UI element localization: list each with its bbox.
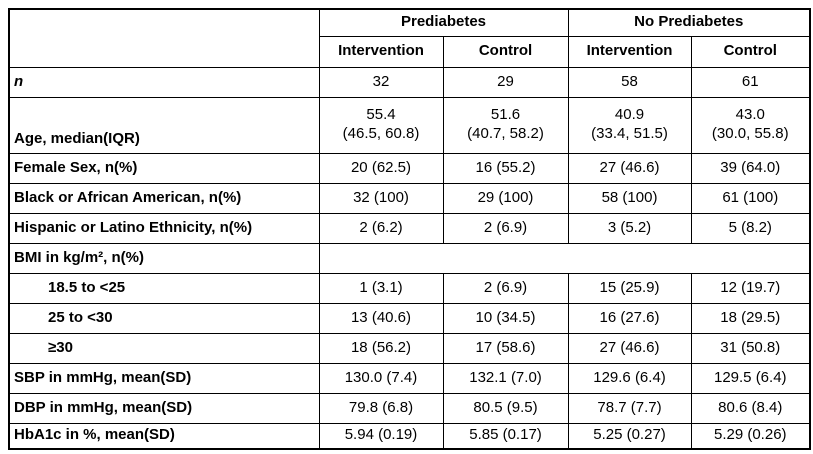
data-cell: 32 (100) <box>318 182 444 214</box>
data-cell: 5.94 (0.19) <box>318 422 444 450</box>
data-cell: 5.85 (0.17) <box>442 422 569 450</box>
data-cell: 17 (58.6) <box>442 332 569 364</box>
sub-header-row: Intervention Control Intervention Contro… <box>9 35 811 68</box>
data-cell: 2 (6.2) <box>318 212 444 244</box>
row-label: Black or African American, n(%) <box>8 182 320 214</box>
data-cell: 5.25 (0.27) <box>567 422 692 450</box>
data-cell: 15 (25.9) <box>567 272 692 304</box>
data-cell: 1 (3.1) <box>318 272 444 304</box>
data-cell: 61 <box>690 66 811 98</box>
data-cell: 29 (100) <box>442 182 569 214</box>
empty-merged-cell <box>318 242 811 274</box>
data-cell: 13 (40.6) <box>318 302 444 334</box>
table-row-sbp: SBP in mmHg, mean(SD) 130.0 (7.4) 132.1 … <box>8 362 811 394</box>
data-cell: 129.5 (6.4) <box>690 362 811 394</box>
corner-cell <box>8 8 320 68</box>
sub-header-control-2: Control <box>690 35 811 68</box>
data-cell: 129.6 (6.4) <box>567 362 692 394</box>
row-label: ≥30 <box>8 332 320 364</box>
data-cell: 32 <box>318 66 444 98</box>
group-header-no-prediabetes: No Prediabetes <box>567 8 811 37</box>
data-cell: 27 (46.6) <box>567 152 692 184</box>
data-cell: 18 (56.2) <box>318 332 444 364</box>
data-cell: 132.1 (7.0) <box>442 362 569 394</box>
table-row-bmi-section: BMI in kg/m², n(%) <box>8 242 811 274</box>
sub-header-control-1: Control <box>442 35 569 68</box>
table-row-bmi-30-plus: ≥30 18 (56.2) 17 (58.6) 27 (46.6) 31 (50… <box>8 332 811 364</box>
table-row-hispanic-or-latino: Hispanic or Latino Ethnicity, n(%) 2 (6.… <box>8 212 811 244</box>
row-label: 25 to <30 <box>8 302 320 334</box>
data-cell: 16 (27.6) <box>567 302 692 334</box>
data-cell: 78.7 (7.7) <box>567 392 692 424</box>
data-cell: 55.4 (46.5, 60.8) <box>318 96 444 154</box>
group-header-prediabetes: Prediabetes <box>318 8 569 37</box>
row-label: DBP in mmHg, mean(SD) <box>8 392 320 424</box>
row-label: Hispanic or Latino Ethnicity, n(%) <box>8 212 320 244</box>
table-row-hba1c: HbA1c in %, mean(SD) 5.94 (0.19) 5.85 (0… <box>8 422 811 450</box>
data-cell: 80.5 (9.5) <box>442 392 569 424</box>
data-cell: 58 (100) <box>567 182 692 214</box>
sub-header-intervention-1: Intervention <box>318 35 444 68</box>
data-cell: 80.6 (8.4) <box>690 392 811 424</box>
table-row-female-sex: Female Sex, n(%) 20 (62.5) 16 (55.2) 27 … <box>8 152 811 184</box>
data-cell: 79.8 (6.8) <box>318 392 444 424</box>
table-row-bmi-18-5-to-25: 18.5 to <25 1 (3.1) 2 (6.9) 15 (25.9) 12… <box>8 272 811 304</box>
data-cell: 27 (46.6) <box>567 332 692 364</box>
data-cell: 10 (34.5) <box>442 302 569 334</box>
group-header-row: Prediabetes No Prediabetes <box>8 8 811 68</box>
data-cell: 61 (100) <box>690 182 811 214</box>
data-cell: 31 (50.8) <box>690 332 811 364</box>
table-row-dbp: DBP in mmHg, mean(SD) 79.8 (6.8) 80.5 (9… <box>8 392 811 424</box>
data-cell: 20 (62.5) <box>318 152 444 184</box>
row-label: Age, median(IQR) <box>8 96 320 154</box>
data-cell: 3 (5.2) <box>567 212 692 244</box>
table-row-n: n 32 29 58 61 <box>8 66 811 98</box>
data-cell: 18 (29.5) <box>690 302 811 334</box>
table-row-black-or-african-american: Black or African American, n(%) 32 (100)… <box>8 182 811 214</box>
data-cell: 12 (19.7) <box>690 272 811 304</box>
data-cell: 5 (8.2) <box>690 212 811 244</box>
baseline-characteristics-table: Prediabetes No Prediabetes Intervention … <box>8 8 812 450</box>
data-cell: 2 (6.9) <box>442 212 569 244</box>
data-cell: 51.6 (40.7, 58.2) <box>442 96 569 154</box>
data-cell: 16 (55.2) <box>442 152 569 184</box>
data-cell: 5.29 (0.26) <box>690 422 811 450</box>
data-cell: 40.9 (33.4, 51.5) <box>567 96 692 154</box>
data-cell: 43.0 (30.0, 55.8) <box>690 96 811 154</box>
row-label: 18.5 to <25 <box>8 272 320 304</box>
data-cell: 58 <box>567 66 692 98</box>
data-cell: 39 (64.0) <box>690 152 811 184</box>
row-label: SBP in mmHg, mean(SD) <box>8 362 320 394</box>
table-row-age: Age, median(IQR) 55.4 (46.5, 60.8) 51.6 … <box>8 96 811 154</box>
row-label: BMI in kg/m², n(%) <box>8 242 320 274</box>
row-label: Female Sex, n(%) <box>8 152 320 184</box>
sub-header-intervention-2: Intervention <box>567 35 692 68</box>
row-label: HbA1c in %, mean(SD) <box>8 422 320 450</box>
table-row-bmi-25-to-30: 25 to <30 13 (40.6) 10 (34.5) 16 (27.6) … <box>8 302 811 334</box>
row-label: n <box>8 66 320 98</box>
data-cell: 130.0 (7.4) <box>318 362 444 394</box>
data-cell: 2 (6.9) <box>442 272 569 304</box>
data-cell: 29 <box>442 66 569 98</box>
